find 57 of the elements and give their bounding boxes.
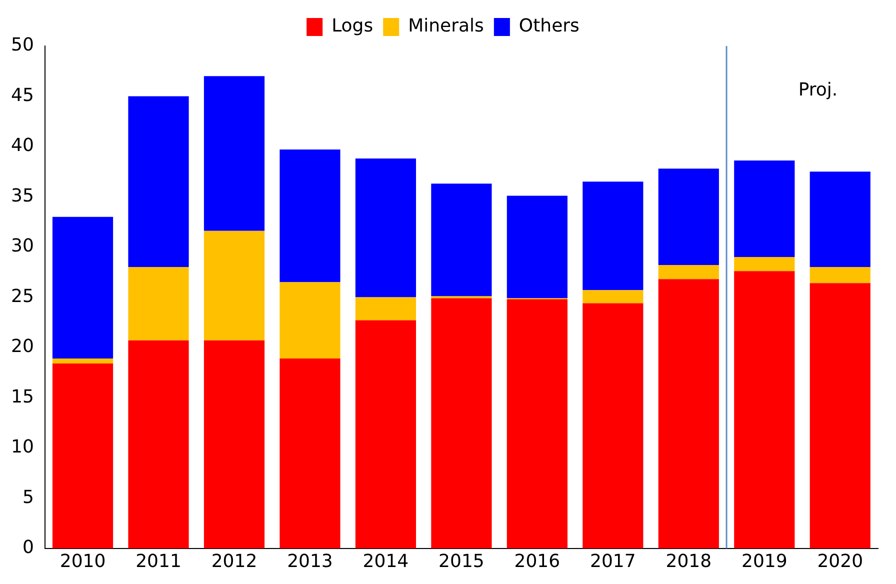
y-tick-label: 10 (11, 436, 34, 458)
bar (506, 299, 568, 548)
bar (280, 149, 340, 282)
bar (52, 358, 114, 364)
bar (204, 340, 265, 548)
bar (128, 267, 189, 340)
bar (128, 96, 189, 268)
bar (355, 158, 416, 298)
y-tick-label: 20 (11, 336, 34, 358)
x-tick-label: 2016 (514, 550, 560, 572)
bar (52, 216, 114, 358)
x-tick-label: 2019 (741, 550, 788, 572)
bar (52, 364, 114, 548)
annotation: Proj. (798, 80, 838, 101)
bar (582, 290, 644, 304)
bar (582, 303, 644, 548)
legend-label: Minerals (408, 16, 484, 37)
bar (280, 282, 340, 358)
legend-label: Logs (332, 16, 374, 37)
x-tick-label: 2020 (817, 550, 864, 572)
y-tick-label: 50 (11, 34, 34, 56)
bar (734, 257, 795, 272)
bar (810, 267, 870, 284)
y-tick-label: 15 (11, 386, 34, 408)
y-tick-label: 25 (11, 286, 34, 307)
bar (810, 172, 870, 268)
bar (431, 298, 492, 548)
x-tick-label: 2015 (438, 550, 484, 572)
x-tick-label: 2014 (362, 550, 409, 572)
bar (658, 265, 719, 280)
bar (128, 340, 189, 548)
x-tick-label: 2018 (666, 550, 712, 572)
bar (658, 168, 719, 266)
bar (355, 320, 416, 548)
bar (734, 160, 795, 258)
bar (280, 358, 340, 548)
bar (431, 184, 492, 296)
bar (204, 230, 265, 340)
y-tick-label: 0 (22, 537, 34, 558)
bar (582, 182, 644, 290)
x-tick-label: 2013 (287, 550, 333, 572)
bar (734, 271, 795, 548)
bar (506, 196, 568, 298)
y-tick-label: 30 (11, 236, 34, 257)
y-tick-label: 45 (11, 84, 34, 106)
bar (355, 297, 416, 320)
legend-label: Others (518, 16, 580, 37)
y-tick-label: 40 (11, 135, 34, 156)
bar (204, 76, 265, 231)
x-tick-label: 2017 (590, 550, 636, 572)
bar (810, 283, 870, 548)
y-tick-label: 35 (11, 185, 34, 206)
y-tick-label: 5 (22, 486, 34, 508)
bar (658, 279, 719, 548)
x-tick-label: 2012 (211, 550, 258, 572)
x-tick-label: 2011 (136, 550, 182, 572)
x-tick-label: 2010 (60, 550, 106, 572)
